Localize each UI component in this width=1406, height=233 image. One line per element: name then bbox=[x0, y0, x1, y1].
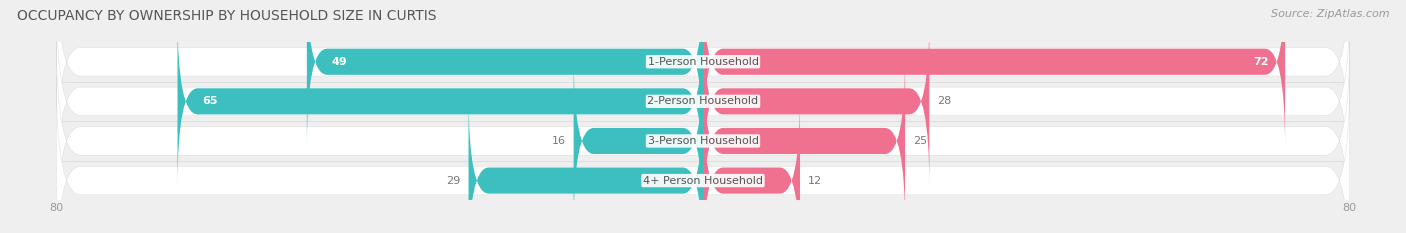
Text: 1-Person Household: 1-Person Household bbox=[648, 57, 758, 67]
Text: 4+ Person Household: 4+ Person Household bbox=[643, 176, 763, 185]
Text: 28: 28 bbox=[938, 96, 952, 106]
FancyBboxPatch shape bbox=[177, 15, 703, 187]
Text: OCCUPANCY BY OWNERSHIP BY HOUSEHOLD SIZE IN CURTIS: OCCUPANCY BY OWNERSHIP BY HOUSEHOLD SIZE… bbox=[17, 9, 436, 23]
Text: 25: 25 bbox=[914, 136, 928, 146]
Text: 65: 65 bbox=[202, 96, 218, 106]
FancyBboxPatch shape bbox=[468, 95, 703, 233]
FancyBboxPatch shape bbox=[703, 0, 1285, 148]
FancyBboxPatch shape bbox=[703, 15, 929, 187]
FancyBboxPatch shape bbox=[56, 36, 1350, 233]
Text: 16: 16 bbox=[551, 136, 565, 146]
Text: 29: 29 bbox=[446, 176, 461, 185]
FancyBboxPatch shape bbox=[574, 55, 703, 227]
FancyBboxPatch shape bbox=[56, 0, 1350, 206]
Text: 72: 72 bbox=[1253, 57, 1270, 67]
Text: Source: ZipAtlas.com: Source: ZipAtlas.com bbox=[1271, 9, 1389, 19]
Text: 12: 12 bbox=[808, 176, 823, 185]
FancyBboxPatch shape bbox=[703, 95, 800, 233]
Text: 49: 49 bbox=[332, 57, 347, 67]
FancyBboxPatch shape bbox=[56, 0, 1350, 166]
FancyBboxPatch shape bbox=[307, 0, 703, 148]
Text: 2-Person Household: 2-Person Household bbox=[647, 96, 759, 106]
FancyBboxPatch shape bbox=[56, 76, 1350, 233]
FancyBboxPatch shape bbox=[703, 55, 905, 227]
Text: 3-Person Household: 3-Person Household bbox=[648, 136, 758, 146]
